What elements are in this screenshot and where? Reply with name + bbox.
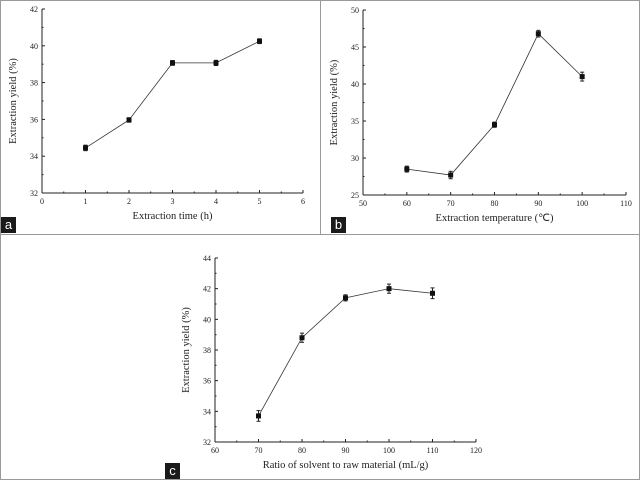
y-tick-label: 32 <box>203 438 211 447</box>
x-tick-label: 0 <box>40 197 44 206</box>
x-axis-label: Extraction time (h) <box>133 211 213 222</box>
data-point <box>430 290 435 296</box>
data-point <box>126 117 132 123</box>
data-point <box>448 172 454 178</box>
data-point <box>535 31 541 37</box>
data-point <box>386 286 392 292</box>
y-tick-label: 50 <box>351 6 359 15</box>
x-axis-label: Ratio of solvent to raw material (mL/g) <box>263 460 429 471</box>
y-tick-label: 45 <box>351 43 359 52</box>
x-tick-label: 90 <box>534 199 542 208</box>
x-tick-label: 120 <box>470 446 482 455</box>
data-point <box>343 295 348 301</box>
y-tick-label: 44 <box>203 254 211 263</box>
data-point <box>83 145 88 151</box>
x-tick-label: 4 <box>214 197 218 206</box>
chart-panel-b: 50 60 70 80 90 100 110 25 30 35 40 45 50 Extraction t… <box>329 6 632 224</box>
series-line <box>85 40 260 149</box>
y-tick-label: 36 <box>203 377 211 386</box>
y-tick-label: 38 <box>203 346 211 355</box>
x-tick-label: 1 <box>84 197 88 206</box>
y-tick-label: 34 <box>30 152 38 161</box>
y-axis-label: Extraction yield (%) <box>181 307 192 393</box>
y-tick-label: 30 <box>351 154 359 163</box>
y-tick-label: 25 <box>351 191 359 200</box>
y-tick-label: 36 <box>30 115 38 124</box>
x-tick-label: 100 <box>383 446 395 455</box>
data-point <box>257 38 262 44</box>
chart-panel-c: 60 70 80 90 100 110 120 32 34 36 38 40 42 44 Ratio of … <box>181 254 482 471</box>
y-tick-label: 35 <box>351 117 359 126</box>
x-tick-label: 70 <box>255 446 263 455</box>
x-tick-label: 50 <box>359 199 367 208</box>
x-tick-label: 6 <box>301 197 305 206</box>
x-tick-label: 3 <box>171 197 175 206</box>
data-point <box>213 60 219 66</box>
x-tick-label: 100 <box>576 199 588 208</box>
x-tick-label: 80 <box>491 199 499 208</box>
y-tick-label: 40 <box>30 42 38 51</box>
y-tick-label: 32 <box>30 189 38 198</box>
data-point <box>299 335 305 341</box>
y-axis-label: Extraction yield (%) <box>8 58 19 144</box>
data-point <box>170 60 175 66</box>
y-tick-label: 42 <box>30 5 38 14</box>
panel-label-c: c <box>165 463 180 479</box>
y-tick-label: 40 <box>351 80 359 89</box>
series-line <box>258 288 433 417</box>
y-tick-label: 38 <box>30 79 38 88</box>
x-tick-label: 90 <box>342 446 350 455</box>
series-line <box>406 33 583 176</box>
y-tick-label: 34 <box>203 407 211 416</box>
data-point <box>492 122 497 128</box>
y-tick-label: 42 <box>203 285 211 294</box>
x-tick-label: 60 <box>211 446 219 455</box>
x-tick-label: 80 <box>298 446 306 455</box>
x-tick-label: 5 <box>258 197 262 206</box>
panel-label-b: b <box>331 217 346 233</box>
x-tick-label: 110 <box>620 199 632 208</box>
data-point <box>404 166 410 172</box>
x-tick-label: 2 <box>127 197 131 206</box>
x-tick-label: 70 <box>447 199 455 208</box>
y-axis-label: Extraction yield (%) <box>329 59 340 145</box>
data-point <box>256 413 261 419</box>
x-axis-label: Extraction temperature (℃) <box>436 213 554 224</box>
y-tick-label: 40 <box>203 315 211 324</box>
x-tick-label: 60 <box>403 199 411 208</box>
x-tick-label: 110 <box>427 446 439 455</box>
data-point <box>579 74 585 80</box>
panel-label-a: a <box>1 217 16 233</box>
